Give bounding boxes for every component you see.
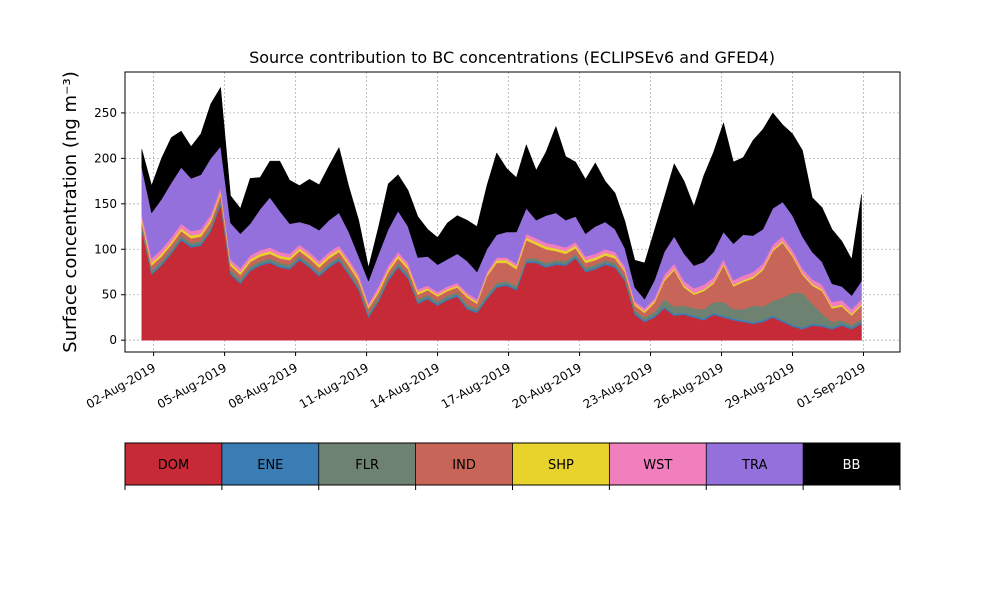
x-tick-label: 26-Aug-2019 [652,360,726,411]
x-axis-ticks: 02-Aug-201905-Aug-201908-Aug-201911-Aug-… [84,352,868,411]
legend-swatch-shp [512,443,610,485]
plot-frame [124,71,901,353]
x-tick-label: 05-Aug-2019 [155,360,229,411]
x-tick-label: 11-Aug-2019 [297,360,371,411]
y-tick-label: 250 [94,106,117,120]
legend-label-dom: DOM [158,458,189,473]
x-tick-label: 23-Aug-2019 [581,360,655,411]
y-tick-label: 100 [94,242,117,256]
y-tick-label: 200 [94,151,117,165]
x-tick-label: 20-Aug-2019 [510,360,584,411]
legend-swatch-dom [125,443,222,485]
x-tick-label: 08-Aug-2019 [226,360,300,411]
legend-frame [124,442,901,486]
x-tick-label: 14-Aug-2019 [368,360,442,411]
legend-label-shp: SHP [548,458,574,473]
legend-label-tra: TRA [741,458,767,473]
legend-swatch-tra [706,443,804,485]
legend-label-wst: WST [643,458,672,473]
legend-label-ene: ENE [257,458,283,473]
legend-swatch-bb [803,443,900,485]
y-axis-label: Surface concentration (ng m⁻³) [60,71,81,353]
stacked-area-series [141,86,862,341]
legend-swatch-wst [609,443,707,485]
x-tick-label: 29-Aug-2019 [723,360,797,411]
area-bb [141,86,862,300]
x-tick-label: 01-Sep-2019 [794,360,868,411]
y-tick-label: 0 [109,333,117,347]
legend-colorbar: DOM ENE FLR IND SHP WST TRA BB [124,442,901,490]
legend-swatch-flr [318,443,416,485]
legend-label-bb: BB [843,458,861,473]
x-tick-label: 17-Aug-2019 [439,360,513,411]
y-tick-label: 150 [94,197,117,211]
legend-label-ind: IND [452,458,476,473]
y-axis-ticks: 0 50 100 150 200 250 [94,106,125,347]
legend-swatch-ind [415,443,513,485]
legend-label-flr: FLR [355,458,379,473]
legend-swatch-ene [221,443,319,485]
chart-title: Source contribution to BC concentrations… [249,48,775,67]
x-tick-label: 02-Aug-2019 [84,360,158,411]
y-tick-label: 50 [102,288,117,302]
